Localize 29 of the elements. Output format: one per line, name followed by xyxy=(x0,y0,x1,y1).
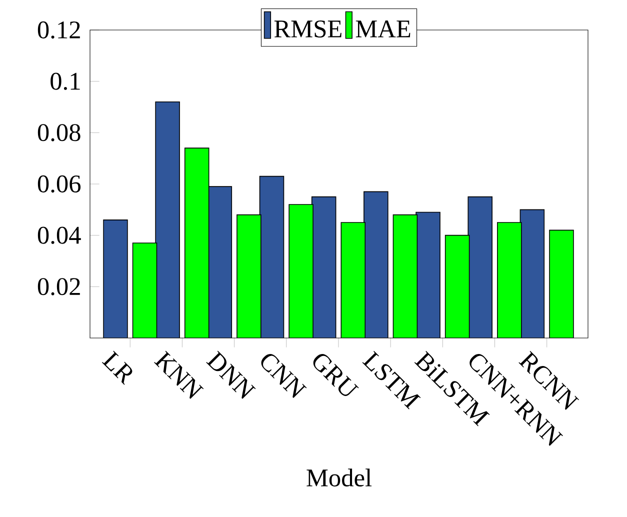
legend-label: MAE xyxy=(356,20,410,38)
x-axis-title: Model xyxy=(306,468,372,486)
bar xyxy=(289,204,314,338)
y-tick-label: 0.12 xyxy=(38,21,80,38)
bar xyxy=(103,220,128,338)
legend-label: RMSE xyxy=(274,20,342,38)
bar xyxy=(445,235,470,338)
y-tick-label: 0.1 xyxy=(50,72,80,90)
y-tick-label: 0.06 xyxy=(38,175,81,192)
bar xyxy=(549,230,574,338)
bar xyxy=(416,212,440,338)
bar xyxy=(260,176,284,338)
x-tick-label: GRU xyxy=(313,354,359,396)
bar xyxy=(184,148,209,338)
x-tick-label: LR xyxy=(102,350,132,385)
y-tick-label: 0.08 xyxy=(38,124,80,142)
bar xyxy=(468,196,492,338)
bar xyxy=(312,196,336,338)
bar xyxy=(393,214,418,338)
bar xyxy=(132,242,157,338)
y-tick-label: 0.02 xyxy=(38,278,80,296)
bar xyxy=(341,222,366,338)
bar xyxy=(208,186,232,338)
bar xyxy=(364,192,388,338)
bar xyxy=(520,209,545,338)
y-tick-label: 0.04 xyxy=(38,226,81,244)
bar xyxy=(156,102,180,338)
bar xyxy=(236,214,261,338)
bar xyxy=(497,222,522,338)
